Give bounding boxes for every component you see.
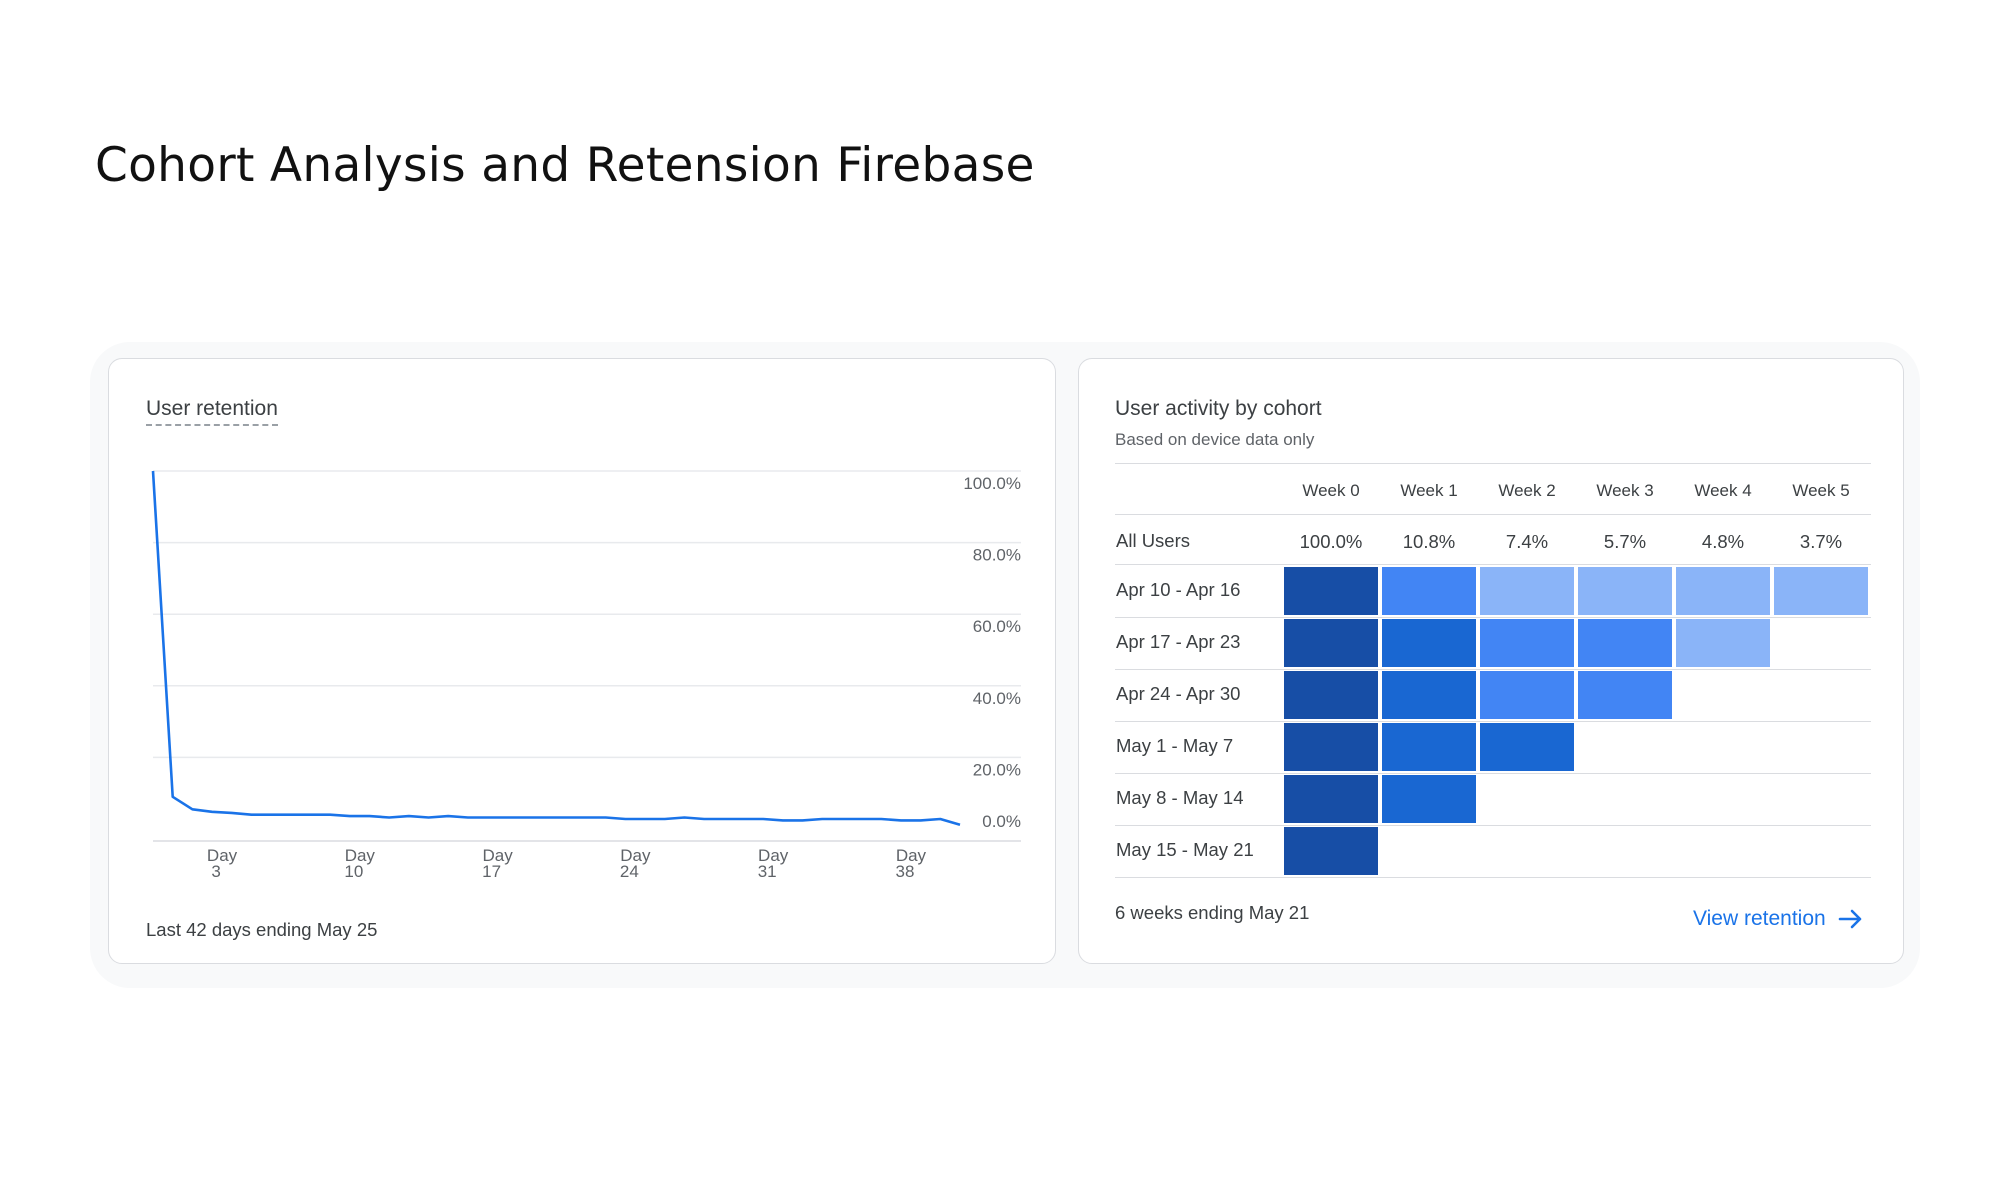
cohort-cell[interactable] [1480, 567, 1574, 615]
cohort-row-label: Apr 10 - Apr 16 [1116, 579, 1241, 600]
cohort-cell[interactable] [1480, 723, 1574, 771]
cohort-cell[interactable] [1480, 619, 1574, 667]
header-divider [1115, 514, 1871, 515]
row-divider [1115, 721, 1871, 722]
x-tick-label: 38 [895, 862, 914, 881]
cohort-date-range: 6 weeks ending May 21 [1115, 902, 1310, 923]
x-tick-label: Day [482, 846, 513, 865]
retention-line-chart: 100.0%80.0%60.0%40.0%20.0%0.0%Day3Day10D… [151, 470, 1021, 881]
cohort-subtitle: Based on device data only [1115, 430, 1315, 449]
user-activity-by-cohort-card: User activity by cohort Based on device … [1078, 358, 1904, 964]
row-divider [1115, 877, 1871, 878]
all-users-label: All Users [1116, 530, 1191, 551]
retention-series-line [151, 470, 961, 826]
x-tick-label: 10 [344, 862, 363, 881]
user-retention-title[interactable]: User retention [146, 397, 278, 426]
cohort-cell[interactable] [1382, 567, 1476, 615]
cohort-cell[interactable] [1284, 567, 1378, 615]
all-users-value: 7.4% [1505, 531, 1549, 552]
week-column-header: Week 0 [1302, 481, 1360, 500]
dashboard-panel: User retention 100.0% 80.0% 60.0% 40.0% 20.0… [90, 342, 1920, 988]
x-tick-label: 31 [758, 862, 777, 881]
x-tick-label: Day [758, 846, 789, 865]
cohort-cell[interactable] [1480, 671, 1574, 719]
cohort-cell[interactable] [1676, 567, 1770, 615]
cohort-cell[interactable] [1774, 567, 1868, 615]
y-tick-label: 100.0% [963, 474, 1021, 493]
row-divider [1115, 773, 1871, 774]
week-column-header: Week 2 [1498, 481, 1556, 500]
all-users-value: 100.0% [1299, 531, 1363, 552]
row-divider [1115, 669, 1871, 670]
cohort-cell[interactable] [1382, 619, 1476, 667]
x-tick-label: Day [896, 846, 927, 865]
x-tick-label: 17 [482, 862, 501, 881]
cohort-row-label: May 15 - May 21 [1116, 839, 1254, 860]
arrow-right-icon [1838, 909, 1862, 929]
y-tick-label: 0.0% [982, 812, 1021, 831]
cohort-cell[interactable] [1284, 619, 1378, 667]
cohort-cell[interactable] [1382, 775, 1476, 823]
retention-date-range: Last 42 days ending May 25 [146, 919, 378, 940]
view-retention-label: View retention [1693, 907, 1826, 930]
week-column-header: Week 3 [1596, 481, 1654, 500]
cohort-cell[interactable] [1284, 775, 1378, 823]
view-retention-link[interactable]: View retention [1693, 907, 1864, 931]
cohort-cell[interactable] [1382, 671, 1476, 719]
table-top-divider [1115, 463, 1871, 464]
row-divider [1115, 617, 1871, 618]
all-users-value: 5.7% [1603, 531, 1647, 552]
cohort-cell[interactable] [1284, 671, 1378, 719]
x-tick-label: Day [207, 846, 238, 865]
cohort-cell[interactable] [1578, 671, 1672, 719]
all-users-divider [1115, 564, 1871, 565]
cohort-cell[interactable] [1578, 619, 1672, 667]
week-column-header: Week 1 [1400, 481, 1458, 500]
cohort-row-label: Apr 17 - Apr 23 [1116, 631, 1241, 652]
cohort-row-label: May 1 - May 7 [1116, 735, 1234, 756]
week-column-header: Week 5 [1792, 481, 1850, 500]
cohort-row-label: May 8 - May 14 [1116, 787, 1244, 808]
y-tick-label: 60.0% [973, 617, 1021, 636]
y-tick-label: 40.0% [973, 689, 1021, 708]
cohort-title: User activity by cohort [1115, 397, 1322, 420]
y-tick-label: 20.0% [973, 760, 1021, 779]
x-tick-label: 24 [620, 862, 639, 881]
x-tick-label: Day [345, 846, 376, 865]
week-column-header: Week 4 [1694, 481, 1752, 500]
page-title: Cohort Analysis and Retension Firebase [95, 138, 1035, 193]
y-tick-label: 80.0% [973, 546, 1021, 565]
cohort-row-label: Apr 24 - Apr 30 [1116, 683, 1241, 704]
x-tick-label: Day [620, 846, 651, 865]
all-users-value: 10.8% [1402, 531, 1456, 552]
cohort-cell[interactable] [1284, 723, 1378, 771]
cohort-cell[interactable] [1382, 723, 1476, 771]
x-tick-label: 3 [211, 862, 220, 881]
cohort-cell[interactable] [1284, 827, 1378, 875]
cohort-cell[interactable] [1578, 567, 1672, 615]
cohort-cell[interactable] [1676, 619, 1770, 667]
all-users-value: 3.7% [1799, 531, 1843, 552]
all-users-value: 4.8% [1701, 531, 1745, 552]
user-retention-card: User retention 100.0% 80.0% 60.0% 40.0% 20.0… [108, 358, 1056, 964]
row-divider [1115, 825, 1871, 826]
